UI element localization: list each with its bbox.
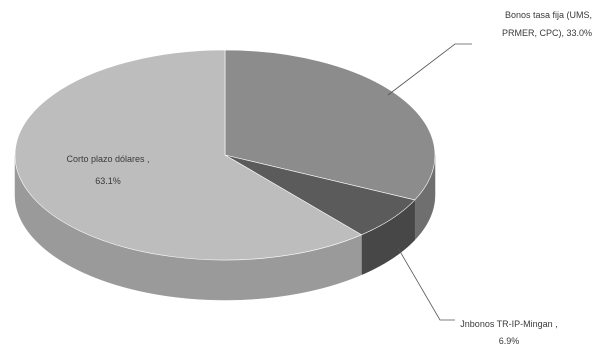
slice-label-bonos-line2: PRMER, CPC), 33.0% (502, 28, 592, 38)
slice-label-corto-line2: 63.1% (95, 176, 121, 186)
leader-line-jnbonos (397, 247, 455, 321)
leader-line-bonos (387, 43, 472, 96)
slice-bonos (224, 49, 436, 201)
pie-leader-lines (387, 43, 472, 321)
slice-label-jnbonos-line1: Jnbonos TR-IP-Mingan , (460, 319, 557, 329)
slice-corto (14, 49, 363, 261)
pie-tops (14, 49, 436, 261)
slice-label-bonos-line1: Bonos tasa fija (UMS, (505, 10, 592, 20)
slice-label-jnbonos-line2: 6.9% (499, 336, 520, 346)
slice-label-corto-line1: Corto plazo dólares , (66, 154, 149, 164)
